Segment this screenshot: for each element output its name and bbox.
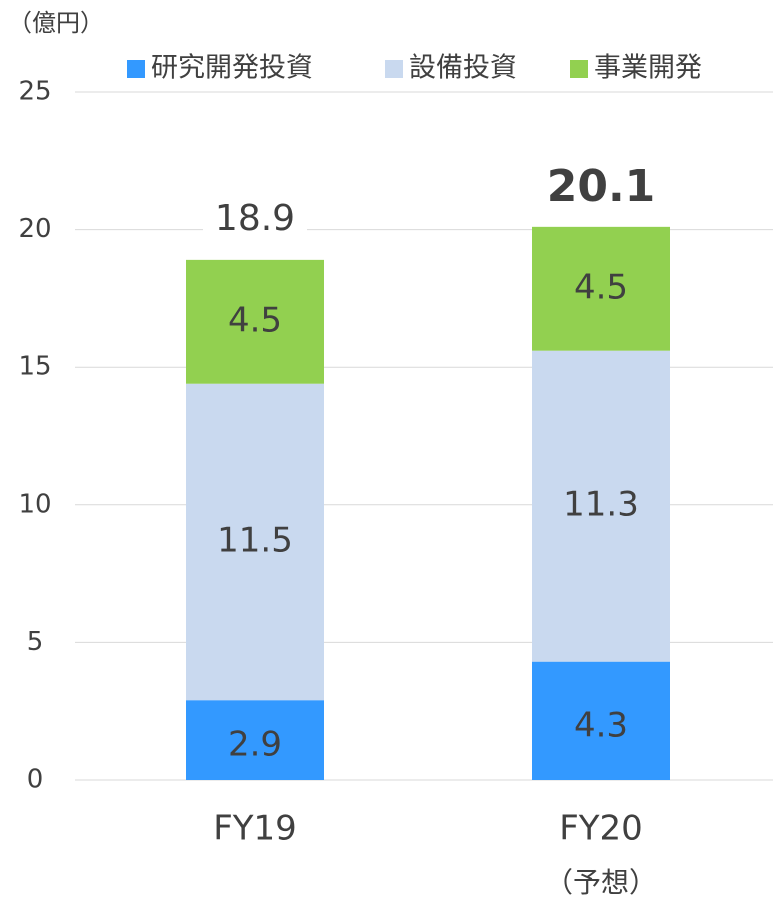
y-tick-label: 5 [27,627,44,657]
bar-segment [532,226,670,351]
x-tick-sublabel: （予想） [545,866,657,899]
total-label: 18.9 [215,198,295,239]
unit-label: （億円） [8,9,104,37]
y-tick-label: 0 [27,765,44,795]
y-tick-label: 10 [18,489,51,519]
bar-segment [186,700,324,780]
legend-label: 研究開発投資 [151,53,313,84]
value-label: 11.5 [217,520,293,560]
value-label: 4.5 [574,267,628,307]
bar-segment [186,259,324,384]
y-tick-label: 25 [18,77,51,107]
total-label-bg [203,197,307,242]
value-label: 11.3 [563,485,639,525]
value-label: 4.5 [228,300,282,340]
total-label: 20.1 [547,161,656,212]
legend-label: 設備投資 [409,53,517,84]
bar-segment [532,350,670,662]
value-label: 4.3 [574,705,628,745]
x-tick-label: FY19 [213,809,297,849]
bar-segment [186,383,324,701]
legend-swatch [570,60,588,78]
bar-segment [532,661,670,780]
value-label: 2.9 [228,725,282,765]
y-tick-label: 20 [18,214,51,244]
legend-label: 事業開発 [594,53,702,84]
legend-swatch [127,60,145,78]
legend-swatch [385,60,403,78]
y-tick-label: 15 [18,352,51,382]
x-tick-label: FY20 [559,809,643,849]
